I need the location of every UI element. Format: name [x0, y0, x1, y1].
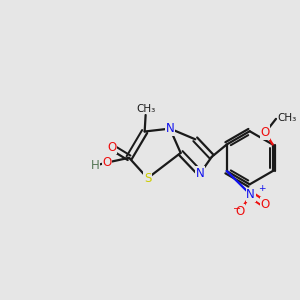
Text: N: N [166, 122, 174, 135]
Text: O: O [261, 126, 270, 139]
Text: CH₃: CH₃ [278, 113, 297, 123]
Text: H: H [91, 159, 99, 172]
Text: O: O [261, 198, 270, 211]
Text: +: + [258, 184, 266, 193]
Text: N: N [196, 167, 205, 180]
Text: CH₃: CH₃ [136, 103, 155, 113]
Text: O: O [236, 205, 244, 218]
Text: O: O [107, 141, 116, 154]
Text: −: − [233, 204, 241, 214]
Text: N: N [246, 188, 255, 201]
Text: S: S [144, 172, 151, 185]
Text: O: O [102, 156, 111, 169]
